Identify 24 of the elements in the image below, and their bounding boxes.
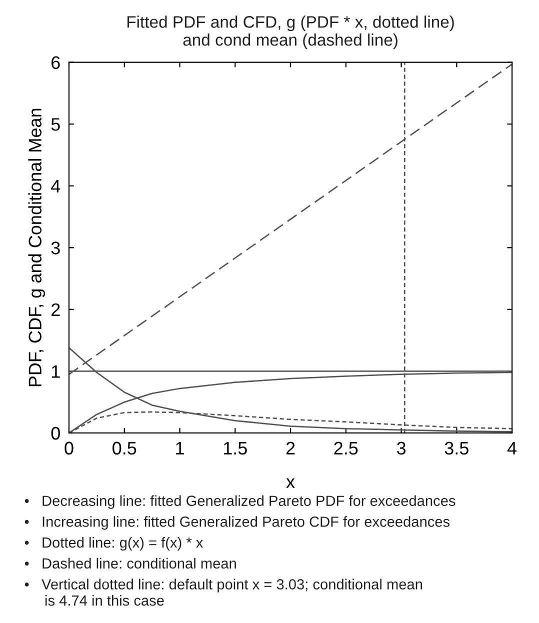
text: • Increasing line: fitted Generalized Pareto CDF for exceedances <box>24 516 450 530</box>
y-tick-label: 2 <box>52 303 60 316</box>
chart-title: Fitted PDF and CFD, g (PDF * x, dotted line) and cond mean (dashed line) <box>127 16 454 50</box>
x-tick-label: 2 <box>286 442 295 454</box>
text: • Dashed line: conditional mean <box>24 558 236 569</box>
text: • Decreasing line: fitted Generalized Pareto PDF for exceedances <box>24 495 456 509</box>
text: • Dotted line: g(x) = f(x) * x <box>24 537 204 551</box>
y-axis-title: PDF, CDF, g and Conditional Mean <box>28 108 46 386</box>
y-tick-label: 0 <box>51 426 60 440</box>
x-axis-title: x <box>286 478 295 488</box>
y-tick-label: 5 <box>51 118 60 131</box>
x-tick-label: 1 <box>176 442 184 454</box>
x-tick-label: 0 <box>64 442 74 455</box>
y-tick-label: 4 <box>51 180 60 192</box>
x-tick-label: 2.5 <box>334 442 358 455</box>
y-tick-label: 1 <box>52 365 60 378</box>
text: • Vertical dotted line: default point x = 3.03; conditional mean is 4.74 in this case <box>24 578 422 606</box>
y-tick-label: 3 <box>51 242 60 254</box>
x-tick-label: 1.5 <box>224 442 247 455</box>
x-tick-label: 4 <box>507 442 517 454</box>
x-tick-label: 0.5 <box>112 442 136 455</box>
y-tick-label: 6 <box>52 56 60 70</box>
x-tick-label: 3.5 <box>444 442 468 455</box>
x-tick-label: 3 <box>396 442 406 455</box>
